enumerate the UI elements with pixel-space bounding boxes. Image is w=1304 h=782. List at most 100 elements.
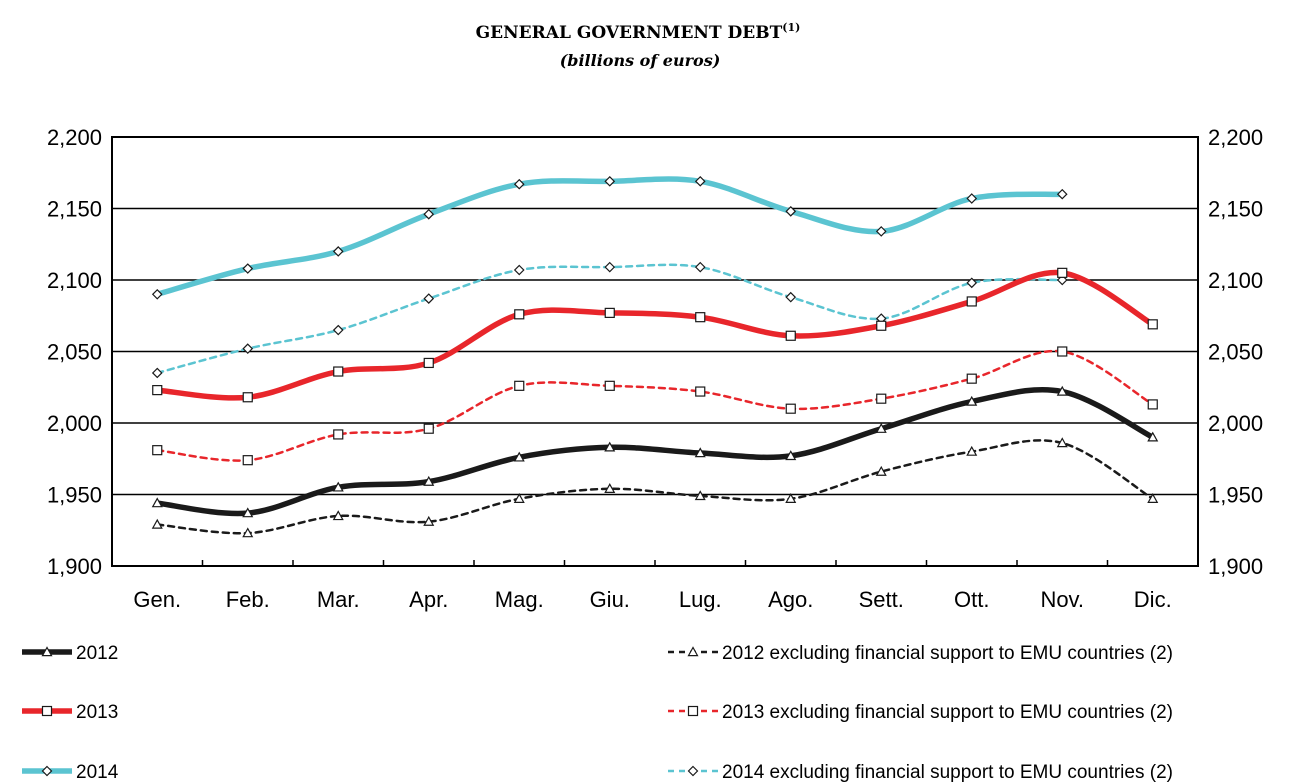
- data-point: [687, 765, 699, 777]
- data-point: [966, 296, 977, 307]
- data-point: [966, 445, 978, 456]
- x-tick-label: Giu.: [590, 587, 630, 612]
- data-point: [687, 646, 699, 657]
- legend-entry: 2012 excluding financial support to EMU …: [668, 643, 1173, 664]
- series-line: [156, 263, 1064, 375]
- y-tick-label-right: 1,900: [1208, 554, 1263, 579]
- legend-entry: 2014 excluding financial support to EMU …: [668, 762, 1173, 782]
- data-point: [1056, 437, 1068, 448]
- series-2014: [151, 175, 1068, 300]
- x-tick-label: Nov.: [1040, 587, 1084, 612]
- y-axis-left: 1,900 1,950 2,000 2,050 2,100 2,150 2,200: [47, 125, 102, 579]
- data-point: [423, 423, 434, 434]
- data-point: [966, 395, 978, 406]
- x-tick-label: Ott.: [954, 587, 989, 612]
- data-point: [41, 765, 53, 777]
- x-tick-label: Mar.: [317, 587, 360, 612]
- plot-area-frame: [111, 136, 1199, 567]
- data-point: [1147, 431, 1159, 442]
- series-2013-excluding-financial-support-to-emu-countries-2-: [152, 346, 1158, 466]
- data-point: [513, 451, 525, 462]
- data-point: [694, 261, 706, 273]
- chart-title: GENERAL GOVERNMENT DEBT(1): [476, 21, 801, 43]
- data-point: [1147, 319, 1158, 330]
- data-point: [151, 367, 163, 379]
- data-point: [876, 320, 887, 331]
- y-tick-label-right: 2,200: [1208, 125, 1263, 150]
- series-line: [154, 386, 1156, 517]
- x-tick-label: Lug.: [679, 587, 722, 612]
- data-point: [785, 403, 796, 414]
- data-point: [1056, 188, 1068, 200]
- data-point: [332, 481, 344, 492]
- data-point: [695, 386, 706, 397]
- y-tick-label-left: 2,200: [47, 125, 102, 150]
- chart-title-text: GENERAL GOVERNMENT DEBT: [476, 23, 783, 43]
- data-point: [242, 263, 254, 274]
- data-point: [604, 307, 615, 318]
- data-point: [966, 373, 977, 384]
- data-point: [1056, 385, 1068, 396]
- data-point: [513, 493, 525, 503]
- legend-label: 2012 excluding financial support to EMU …: [722, 643, 1173, 664]
- data-point: [966, 193, 978, 204]
- y-tick-label-right: 2,150: [1208, 197, 1263, 222]
- data-point: [694, 175, 706, 187]
- data-point: [152, 445, 163, 456]
- y-tick-label-right: 1,950: [1208, 483, 1263, 508]
- legend-label: 2013: [76, 702, 118, 723]
- data-point: [875, 465, 887, 476]
- series-line: [156, 439, 1154, 535]
- data-point: [41, 646, 53, 657]
- data-point: [423, 515, 435, 526]
- data-point: [514, 380, 525, 391]
- data-point: [513, 264, 525, 276]
- series-2012: [151, 385, 1159, 518]
- x-tick-label: Apr.: [409, 587, 448, 612]
- data-point: [152, 385, 163, 396]
- y-axis-right: 1,900 1,950 2,000 2,050 2,100 2,150 2,200: [1208, 125, 1263, 579]
- x-tick-label: Ago.: [768, 587, 813, 612]
- y-tick-label-left: 2,000: [47, 411, 102, 436]
- series-line: [156, 349, 1154, 462]
- data-point: [423, 293, 435, 304]
- x-tick-label: Gen.: [133, 587, 181, 612]
- legend-entry: 2013 excluding financial support to EMU …: [668, 702, 1173, 723]
- data-point: [604, 441, 616, 452]
- data-point: [242, 527, 254, 538]
- x-tick-label: Mag.: [495, 587, 544, 612]
- data-point: [151, 518, 163, 529]
- data-point: [876, 393, 887, 404]
- y-tick-label-right: 2,100: [1208, 268, 1263, 293]
- data-point: [332, 246, 344, 257]
- data-point: [333, 366, 344, 377]
- data-point: [151, 288, 163, 300]
- y-tick-label-right: 2,000: [1208, 411, 1263, 436]
- series-line: [154, 269, 1156, 401]
- data-point: [151, 497, 163, 508]
- data-point: [966, 277, 978, 289]
- data-point: [514, 309, 525, 320]
- data-point: [41, 705, 53, 717]
- legend-label: 2014: [76, 762, 119, 782]
- data-point: [1057, 267, 1068, 278]
- series-line: [154, 176, 1065, 298]
- legend-entry: 2014: [22, 762, 119, 782]
- data-point: [242, 507, 254, 518]
- data-point: [785, 330, 796, 341]
- data-point: [242, 455, 253, 466]
- data-point: [423, 357, 434, 369]
- legend: 2012 2012 excluding financial support to …: [22, 643, 1173, 782]
- data-point: [1147, 493, 1159, 503]
- y-tick-label-left: 1,900: [47, 554, 102, 579]
- legend-entry: 2013: [22, 702, 118, 723]
- data-point: [695, 312, 706, 323]
- data-point: [513, 178, 525, 190]
- data-point: [1057, 346, 1068, 357]
- x-tick-label: Feb.: [226, 587, 270, 612]
- data-point: [604, 261, 616, 273]
- data-point: [604, 380, 615, 391]
- legend-label: 2012: [76, 643, 118, 664]
- chart-title-superscript: (1): [782, 21, 800, 34]
